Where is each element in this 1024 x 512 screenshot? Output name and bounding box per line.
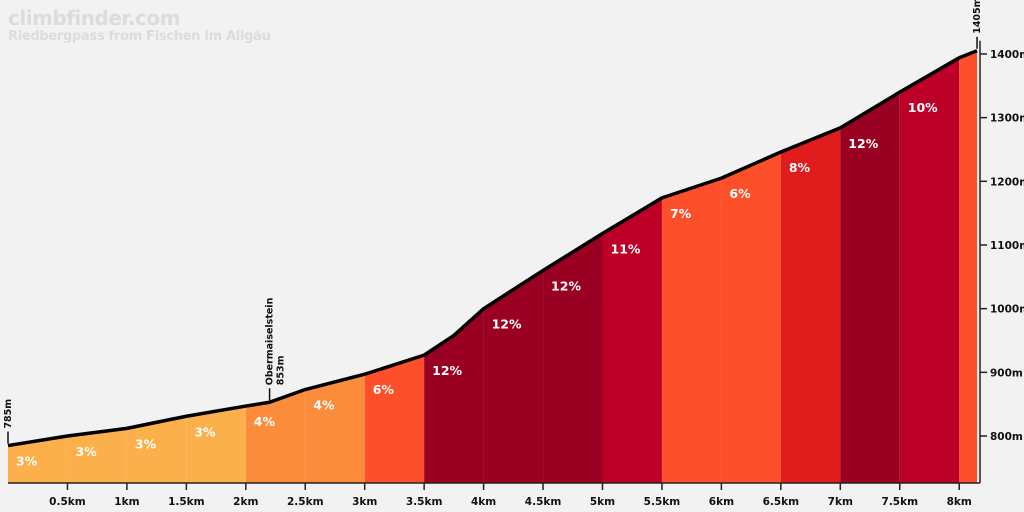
grade-segment (959, 50, 978, 483)
grade-segment (483, 270, 544, 483)
x-tick-label: 3.5km (406, 496, 443, 508)
grade-label: 12% (492, 317, 522, 332)
x-tick-label: 4km (471, 496, 496, 508)
x-tick-label: 2km (233, 496, 258, 508)
grade-segment (126, 416, 187, 483)
x-tick-label: 1.5km (168, 496, 205, 508)
elevation-label: 1405m (972, 0, 983, 34)
grade-label: 12% (551, 278, 581, 293)
x-tick-label: 8km (947, 496, 972, 508)
grade-segment (364, 355, 425, 483)
y-tick-label: 800m (990, 431, 1023, 443)
grade-segment (661, 178, 722, 483)
grade-segment (899, 57, 960, 483)
y-tick-label: 1000m (990, 304, 1024, 316)
grade-segment (543, 233, 603, 483)
grade-label: 7% (670, 206, 692, 221)
grade-label: 3% (75, 444, 97, 459)
grade-label: 6% (729, 186, 751, 201)
x-tick-label: 3km (352, 496, 377, 508)
grade-segment (8, 436, 68, 483)
grade-segment (721, 152, 781, 483)
x-tick-label: 1km (114, 496, 139, 508)
grade-label: 11% (611, 242, 641, 257)
x-tick-label: 7.5km (881, 496, 918, 508)
grade-segment (780, 127, 841, 484)
chart-title: Riedbergpass from Fischen im Allgäu (8, 29, 271, 44)
x-tick-label: 4.5km (525, 496, 562, 508)
y-tick-label: 900m (990, 367, 1023, 379)
grade-label: 12% (432, 363, 462, 378)
x-tick-label: 5km (590, 496, 615, 508)
y-tick-label: 1100m (990, 240, 1024, 252)
grade-label: 3% (135, 436, 157, 451)
place-name-label: Obermaiselstein (265, 297, 276, 385)
grade-segment (424, 308, 484, 483)
x-tick-label: 2.5km (287, 496, 324, 508)
elevation-label: 785m (3, 399, 14, 429)
grade-label: 3% (16, 454, 38, 469)
grade-segment (186, 406, 246, 483)
grade-label: 4% (313, 398, 335, 413)
profile-line (7, 49, 978, 448)
grade-label: 12% (848, 136, 878, 151)
grade-label: 4% (254, 414, 276, 429)
grade-segment (602, 197, 662, 483)
grade-segment (305, 374, 365, 483)
grade-label: 3% (194, 424, 216, 439)
grade-segment (840, 92, 900, 483)
y-tick-label: 1200m (990, 176, 1024, 188)
grade-segment (67, 428, 127, 483)
y-tick-label: 1300m (990, 113, 1024, 125)
x-tick-label: 6.5km (763, 496, 800, 508)
grade-label: 10% (908, 100, 938, 115)
grade-segment (245, 389, 306, 483)
y-tick-label: 1400m (990, 49, 1024, 61)
x-tick-label: 7km (828, 496, 853, 508)
site-logo-text: climbfinder.com (8, 6, 180, 30)
elevation-label: 853m (276, 355, 287, 385)
grade-label: 8% (789, 160, 811, 175)
x-tick-label: 6km (709, 496, 734, 508)
grade-label: 6% (373, 382, 395, 397)
x-tick-label: 5.5km (644, 496, 681, 508)
x-tick-label: 0.5km (49, 496, 86, 508)
